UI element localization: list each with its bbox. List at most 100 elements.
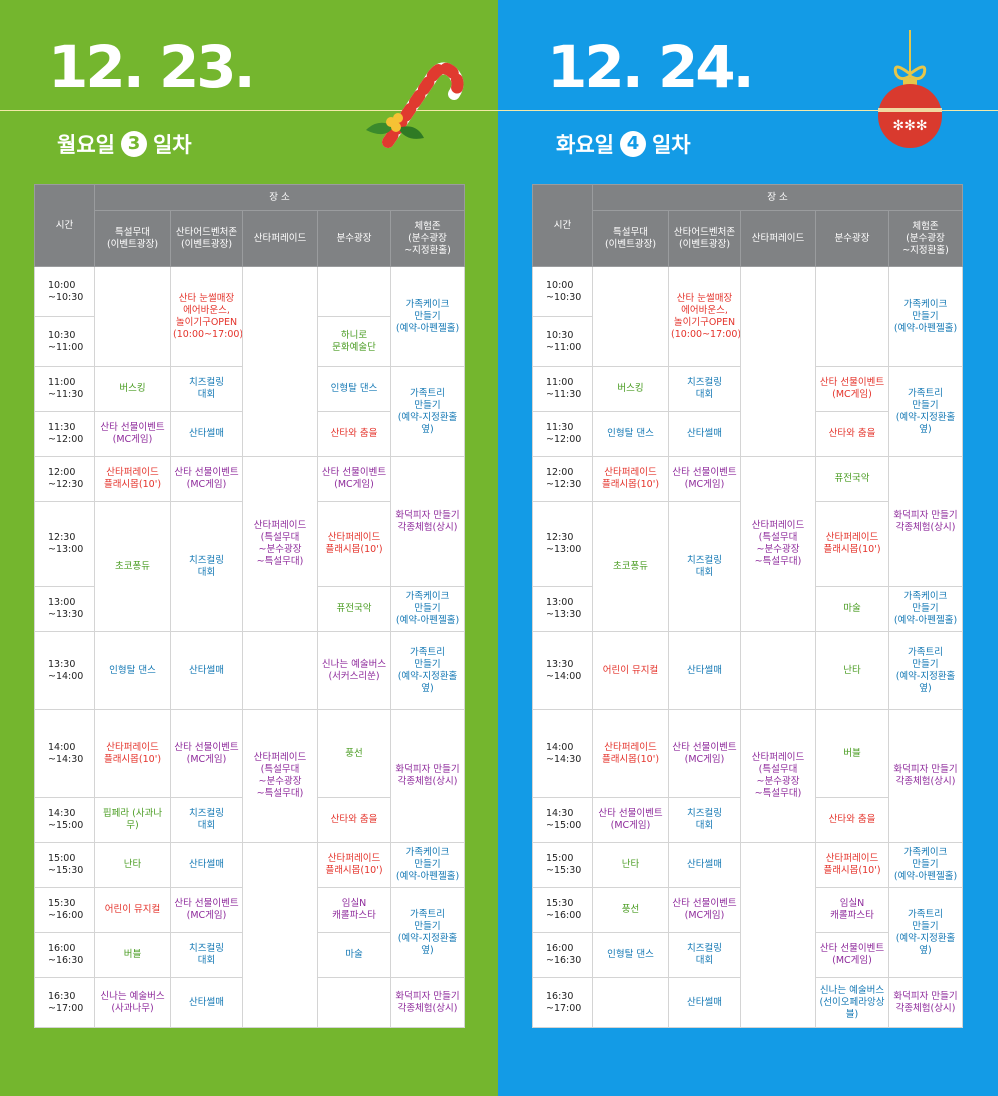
- stage-cell: 어린이 뮤지컬: [592, 631, 669, 710]
- time-slot: 10:30 ~11:00: [532, 316, 593, 367]
- header-time: 시간: [532, 184, 593, 267]
- fountain-cell: 산타퍼레이드 플래시몹(10'): [815, 501, 889, 587]
- adventure-cell: 산타썰매: [170, 411, 243, 457]
- adventure-cell: 산타썰매: [668, 411, 741, 457]
- header-time: 시간: [34, 184, 95, 267]
- empty-cell: [242, 842, 318, 1028]
- empty-cell: [242, 266, 318, 457]
- svg-text:✻✻✻: ✻✻✻: [892, 118, 927, 134]
- day2-weekday: 화요일: [556, 133, 614, 157]
- adventure-cell: 산타 선물이벤트 (MC게임): [668, 456, 741, 502]
- stage-cell: 산타 선물이벤트 (MC게임): [592, 797, 669, 843]
- empty-cell: [740, 631, 816, 710]
- header-venue: 산타퍼레이드: [740, 210, 816, 267]
- experience-cell: 가족케이크 만들기 (예약-아펜젤홀): [887, 586, 964, 632]
- day2-dayline: 화요일 4 일차: [556, 128, 691, 160]
- day1-schedule-table: 시간 장 소 특설무대 (이벤트광장) 산타어드벤처존 (이벤트광장) 산타퍼레이드 분수…: [34, 184, 466, 1028]
- fountain-cell: 산타퍼레이드 플래시몹(10'): [317, 501, 391, 587]
- fountain-cell: 산타 선물이벤트 (MC게임): [815, 366, 889, 412]
- fountain-cell: 마술: [317, 932, 391, 978]
- experience-cell: 가족트리 만들기 (예약-지정환홀 옆): [389, 631, 466, 710]
- fountain-cell: 신나는 예술버스 (서커스리쑨): [317, 631, 391, 710]
- day2-daynum-badge: 4: [619, 131, 646, 157]
- adventure-cell: 치즈컬링 대회: [668, 501, 741, 632]
- experience-cell: 가족트리 만들기 (예약-지정환홀 옆): [389, 887, 466, 978]
- time-slot: 16:30 ~17:00: [532, 977, 593, 1028]
- fountain-cell: 산타와 춤을: [317, 411, 391, 457]
- time-slot: 16:00 ~16:30: [532, 932, 593, 978]
- header-venue: 체험존 (분수광장 ~지정환홀): [887, 210, 964, 267]
- stage-cell: 인형탈 댄스: [592, 411, 669, 457]
- fountain-cell: 풍선: [317, 709, 391, 798]
- time-slot: 16:00 ~16:30: [34, 932, 95, 978]
- adventure-cell: 산타썰매: [170, 631, 243, 710]
- fountain-cell: 임실N 캐롤파스타: [317, 887, 391, 933]
- adventure-cell: 산타썰매: [170, 977, 243, 1028]
- adventure-cell: 산타 선물이벤트 (MC게임): [170, 709, 243, 798]
- adventure-cell: 산타 선물이벤트 (MC게임): [170, 456, 243, 502]
- empty-cell: [740, 842, 816, 1028]
- stage-cell: 난타: [94, 842, 171, 888]
- experience-cell: 화덕피자 만들기 각종체험(상시): [389, 456, 466, 587]
- stage-cell: 버스킹: [94, 366, 171, 412]
- experience-cell: 가족트리 만들기 (예약-지정환홀 옆): [389, 366, 466, 457]
- stage-cell: 신나는 예술버스 (사과나무): [94, 977, 171, 1028]
- adventure-cell: 산타썰매: [668, 842, 741, 888]
- day1-weekday: 월요일: [57, 133, 115, 157]
- header-venue: 특설무대 (이벤트광장): [94, 210, 171, 267]
- time-slot: 12:30 ~13:00: [532, 501, 593, 587]
- time-slot: 14:30 ~15:00: [34, 797, 95, 843]
- experience-cell: 화덕피자 만들기 각종체험(상시): [887, 456, 964, 587]
- experience-cell: 가족트리 만들기 (예약-지정환홀 옆): [887, 887, 964, 978]
- time-slot: 13:00 ~13:30: [532, 586, 593, 632]
- adventure-cell: 산타 선물이벤트 (MC게임): [668, 709, 741, 798]
- experience-cell: 가족케이크 만들기 (예약-아펜젤홀): [887, 266, 964, 367]
- time-slot: 16:30 ~17:00: [34, 977, 95, 1028]
- empty-cell: [242, 631, 318, 710]
- header-venue: 산타어드벤처존 (이벤트광장): [170, 210, 243, 267]
- time-slot: 11:30 ~12:00: [34, 411, 95, 457]
- empty-cell: [592, 266, 669, 367]
- stage-cell: 난타: [592, 842, 669, 888]
- empty-cell: [592, 977, 669, 1028]
- stage-cell: 산타퍼레이드 플래시몹(10'): [94, 709, 171, 798]
- adventure-cell: 산타 눈썰매장 에어바운스, 놀이기구OPEN (10:00~17:00): [668, 266, 741, 367]
- fountain-cell: 산타퍼레이드 플래시몹(10'): [317, 842, 391, 888]
- stage-cell: 핍페라 (사과나무): [94, 797, 171, 843]
- header-venue: 분수광장: [815, 210, 889, 267]
- stage-cell: 인형탈 댄스: [592, 932, 669, 978]
- ornament-icon: ✻✻✻: [878, 30, 942, 148]
- header-venue: 체험존 (분수광장 ~지정환홀): [389, 210, 466, 267]
- stage-cell: 풍선: [592, 887, 669, 933]
- experience-cell: 가족트리 만들기 (예약-지정환홀 옆): [887, 366, 964, 457]
- empty-cell: [317, 266, 391, 317]
- adventure-cell: 산타썰매: [170, 842, 243, 888]
- header-venue: 산타퍼레이드: [242, 210, 318, 267]
- fountain-cell: 인형탈 댄스: [317, 366, 391, 412]
- experience-cell: 가족케이크 만들기 (예약-아펜젤홀): [389, 842, 466, 888]
- header-divider-line: [0, 110, 998, 111]
- stage-cell: 버블: [94, 932, 171, 978]
- day1-dayline: 월요일 3 일차: [57, 128, 192, 160]
- fountain-cell: 산타퍼레이드 플래시몹(10'): [815, 842, 889, 888]
- day2-day-suffix: 일차: [651, 133, 691, 157]
- experience-cell: 화덕피자 만들기 각종체험(상시): [389, 977, 466, 1028]
- time-slot: 14:00 ~14:30: [34, 709, 95, 798]
- time-slot: 13:30 ~14:00: [34, 631, 95, 710]
- time-slot: 13:30 ~14:00: [532, 631, 593, 710]
- experience-cell: 화덕피자 만들기 각종체험(상시): [887, 977, 964, 1028]
- time-slot: 14:30 ~15:00: [532, 797, 593, 843]
- fountain-cell: 신나는 예술버스 (선이오페라앙상블): [815, 977, 889, 1028]
- parade-cell: 산타퍼레이드 (특설무대 ~분수광장 ~특설무대): [740, 456, 816, 632]
- adventure-cell: 치즈컬링 대회: [170, 932, 243, 978]
- experience-cell: 가족케이크 만들기 (예약-아펜젤홀): [887, 842, 964, 888]
- adventure-cell: 치즈컬링 대회: [668, 797, 741, 843]
- stage-cell: 인형탈 댄스: [94, 631, 171, 710]
- candy-cane-icon: [366, 62, 464, 148]
- adventure-cell: 치즈컬링 대회: [170, 501, 243, 632]
- adventure-cell: 산타 선물이벤트 (MC게임): [668, 887, 741, 933]
- time-slot: 11:00 ~11:30: [34, 366, 95, 412]
- time-slot: 11:00 ~11:30: [532, 366, 593, 412]
- day1-day-suffix: 일차: [152, 133, 192, 157]
- fountain-cell: 퓨전국악: [815, 456, 889, 502]
